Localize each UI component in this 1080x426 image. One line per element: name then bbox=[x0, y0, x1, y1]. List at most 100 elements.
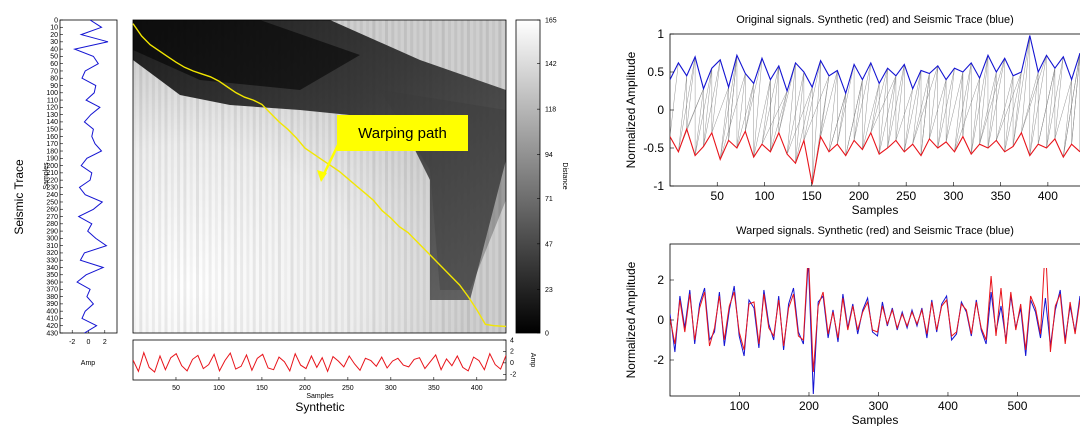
alignment-link bbox=[828, 70, 838, 152]
seismic-y-tick-label: 190 bbox=[46, 156, 58, 163]
seismic-y-tick-label: 320 bbox=[46, 250, 58, 257]
alignment-link bbox=[761, 90, 788, 145]
synthetic-y-ticks: -2 0 2 4 bbox=[503, 337, 516, 379]
alignment-link bbox=[778, 90, 788, 133]
seismic-y-tick-label: 360 bbox=[46, 279, 58, 286]
alignment-link bbox=[711, 87, 729, 133]
seismic-y-tick-label: 370 bbox=[46, 287, 58, 294]
alignment-link bbox=[736, 73, 746, 149]
alignment-link bbox=[904, 70, 922, 152]
original-y-tick-label: -0.5 bbox=[643, 141, 664, 155]
alignment-link bbox=[1004, 75, 1014, 152]
original-x-tick-label: 350 bbox=[991, 189, 1011, 203]
warped-y-tick-label: 2 bbox=[657, 273, 664, 287]
colorbar-tick-label: 23 bbox=[545, 287, 553, 294]
alignment-link bbox=[761, 79, 771, 145]
heatmap-axes-box bbox=[132, 19, 507, 334]
alignment-link bbox=[878, 68, 888, 155]
seismic-x-tick-label: 0 bbox=[87, 339, 91, 346]
synthetic-y-tick-label: -2 bbox=[510, 372, 516, 379]
original-y-tick-label: 1 bbox=[657, 27, 664, 41]
seismic-y-tick-label: 250 bbox=[46, 199, 58, 206]
synthetic-outer-label: Synthetic bbox=[295, 400, 344, 414]
alignment-link bbox=[670, 62, 679, 137]
seismic-axes-box bbox=[59, 19, 118, 334]
seismic-trace-panel: 0102030405060708090100110120130140150160… bbox=[12, 17, 118, 367]
alignment-link bbox=[1054, 56, 1064, 139]
seismic-x-label: Amp bbox=[81, 360, 96, 367]
seismic-y-tick-label: 340 bbox=[46, 265, 58, 272]
alignment-link bbox=[1029, 71, 1039, 156]
warped-x-label: Samples bbox=[852, 413, 899, 426]
seismic-y-tick-label: 0 bbox=[54, 17, 58, 24]
alignment-link bbox=[753, 58, 763, 158]
alignment-link bbox=[786, 87, 813, 155]
alignment-link bbox=[811, 60, 821, 185]
alignment-link bbox=[970, 78, 980, 155]
alignment-link bbox=[862, 83, 880, 150]
seismic-y-tick-label: 10 bbox=[50, 25, 58, 32]
alignment-link bbox=[987, 71, 997, 149]
distance-matrix-panel: 0 23 47 71 94 118 142 165 Distance bbox=[132, 18, 568, 338]
seismic-y-tick-label: 110 bbox=[47, 97, 58, 104]
colorbar bbox=[515, 19, 541, 334]
colorbar-tick-label: 165 bbox=[545, 18, 557, 25]
original-x-label: Samples bbox=[852, 203, 899, 217]
seismic-y-tick-label: 20 bbox=[50, 32, 58, 39]
alignment-link bbox=[945, 71, 964, 142]
warped-x-tick-label: 400 bbox=[938, 399, 958, 413]
warping-path-callout: Warping path bbox=[337, 115, 468, 151]
alignment-link bbox=[1012, 71, 1022, 147]
synthetic-y-tick-label: 0 bbox=[510, 360, 514, 367]
alignment-link bbox=[837, 93, 846, 145]
warped-synthetic-line bbox=[670, 268, 1080, 373]
alignment-link bbox=[753, 79, 771, 158]
alignment-link bbox=[954, 77, 980, 152]
alignment-link bbox=[694, 88, 704, 156]
alignment-link bbox=[996, 71, 1022, 141]
seismic-y-tick-label: 120 bbox=[46, 105, 58, 112]
warped-x-tick-label: 300 bbox=[868, 399, 888, 413]
synthetic-panel: 50 100 150 200 250 300 350 400 -2 0 2 4 Amp Sample… bbox=[132, 337, 536, 414]
synthetic-x-tick-label: 200 bbox=[299, 385, 311, 392]
synthetic-x-tick-label: 400 bbox=[471, 385, 483, 392]
seismic-y-tick-label: 400 bbox=[46, 308, 58, 315]
seismic-y-tick-label: 270 bbox=[46, 214, 58, 221]
seismic-y-ticks: 0102030405060708090100110120130140150160… bbox=[46, 17, 63, 337]
original-y-ticks: -1 -0.5 0 0.5 1 bbox=[643, 27, 674, 193]
original-x-tick-label: 150 bbox=[802, 189, 822, 203]
alignment-link bbox=[912, 65, 938, 145]
synthetic-axes-box bbox=[132, 339, 507, 381]
alignment-link bbox=[870, 75, 897, 133]
alignment-link bbox=[778, 62, 796, 133]
colorbar-tick-label: 94 bbox=[545, 152, 553, 159]
alignment-link bbox=[686, 56, 696, 130]
seismic-y-tick-label: 310 bbox=[46, 243, 58, 250]
synthetic-y-label: Amp bbox=[529, 353, 536, 368]
seismic-x-ticks: -2 0 2 bbox=[69, 330, 107, 346]
alignment-link bbox=[719, 73, 746, 160]
warped-y-ticks: -2 0 2 bbox=[653, 273, 674, 367]
alignment-link bbox=[711, 59, 721, 133]
seismic-y-tick-label: 390 bbox=[46, 301, 58, 308]
original-x-tick-label: 50 bbox=[711, 189, 725, 203]
synthetic-x-tick-label: 350 bbox=[428, 385, 440, 392]
seismic-y-tick-label: 220 bbox=[46, 177, 58, 184]
colorbar-ticks: 0 23 47 71 94 118 142 165 bbox=[537, 18, 557, 338]
seismic-y-tick-label: 70 bbox=[50, 68, 58, 75]
colorbar-label: Distance bbox=[561, 162, 568, 189]
synthetic-x-ticks: 50 100 150 200 250 300 350 400 bbox=[172, 377, 483, 392]
colorbar-tick-label: 0 bbox=[545, 331, 549, 338]
alignment-link bbox=[703, 68, 713, 147]
original-x-tick-label: 100 bbox=[754, 189, 774, 203]
synthetic-x-tick-label: 100 bbox=[213, 385, 225, 392]
alignment-link bbox=[719, 87, 729, 160]
original-y-label: Normalized Amplitude bbox=[624, 51, 638, 168]
original-y-tick-label: -1 bbox=[653, 179, 664, 193]
warped-axes-box bbox=[669, 243, 1080, 397]
seismic-y-tick-label: 290 bbox=[46, 228, 58, 235]
warping-path-line bbox=[132, 23, 507, 328]
seismic-y-tick-label: 40 bbox=[50, 46, 58, 53]
seismic-y-tick-label: 50 bbox=[50, 54, 58, 61]
alignment-links bbox=[670, 35, 1080, 185]
